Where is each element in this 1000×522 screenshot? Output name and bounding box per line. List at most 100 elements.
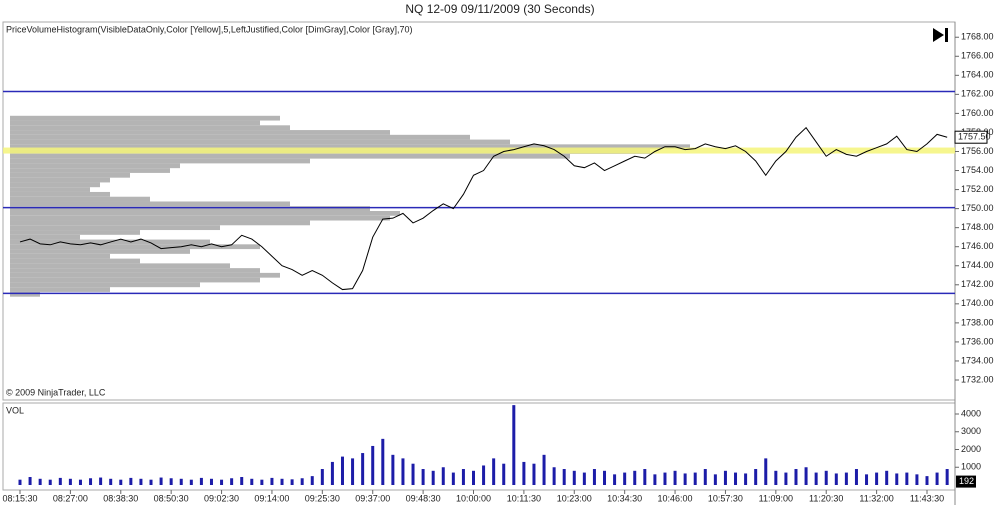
profile-bar — [10, 115, 280, 121]
volume-bar — [744, 473, 748, 485]
profile-bar — [10, 172, 130, 178]
volume-bar — [915, 474, 919, 485]
x-tick-label: 10:11:30 — [507, 493, 541, 503]
volume-bar — [300, 478, 304, 485]
volume-bar — [139, 478, 143, 485]
volume-bar — [653, 474, 657, 485]
arrow-icon[interactable] — [933, 28, 944, 42]
volume-bar — [784, 472, 788, 485]
last-price-box — [954, 130, 988, 144]
y-tick-label: 1762.00 — [961, 89, 994, 99]
y-tick-label: 1738.00 — [961, 317, 994, 327]
x-tick-label: 11:09:00 — [759, 493, 793, 503]
volume-bar — [351, 458, 355, 485]
volume-bar — [592, 469, 596, 485]
volume-bar — [582, 472, 586, 485]
profile-bar — [10, 291, 40, 297]
volume-bar — [794, 469, 798, 485]
volume-bar — [865, 474, 869, 485]
volume-bar — [613, 474, 617, 485]
volume-bar — [431, 470, 435, 485]
y-tick-label: 1744.00 — [961, 260, 994, 270]
volume-bar — [854, 469, 858, 485]
x-tick-label: 11:43:30 — [910, 493, 944, 503]
profile-bar — [10, 130, 390, 135]
volume-bar — [572, 470, 576, 485]
volume-bar — [492, 458, 496, 485]
price-line — [19, 126, 948, 291]
profile-bar — [10, 215, 390, 221]
y-tick-label: 4000 — [961, 408, 981, 418]
volume-bar — [38, 478, 42, 485]
volume-bar — [250, 478, 254, 485]
y-tick-label: 1732.00 — [961, 374, 994, 384]
volume-bar — [774, 470, 778, 485]
volume-bar — [159, 477, 163, 485]
volume-bar — [713, 474, 717, 485]
volume-bar — [391, 454, 395, 485]
volume-bar — [522, 461, 526, 485]
profile-bar — [10, 282, 200, 288]
volume-bar — [280, 478, 284, 485]
indicator-label: PriceVolumeHistogram(VisibleDataOnly,Col… — [6, 24, 413, 34]
profile-bar — [10, 234, 80, 240]
x-tick-label: 08:15:30 — [2, 493, 37, 503]
go-to-end-button[interactable] — [933, 28, 948, 42]
volume-bar — [451, 472, 455, 485]
volume-bar — [58, 477, 62, 485]
last-price-label: 1757.50 — [958, 132, 991, 142]
volume-bar — [169, 478, 173, 485]
profile-bar — [10, 168, 170, 173]
y-tick-label: 1740.00 — [961, 298, 994, 308]
x-tick-label: 09:25:30 — [305, 493, 340, 503]
volume-bar — [633, 470, 637, 485]
profile-bar — [10, 253, 110, 259]
profile-bar — [10, 211, 400, 216]
volume-bar — [48, 479, 52, 485]
volume-bar — [310, 476, 314, 485]
price-layer — [3, 90, 955, 297]
volume-bar — [552, 467, 556, 485]
volume-bar — [502, 463, 506, 485]
y-tick-label: 3000 — [961, 426, 981, 436]
y-tick-label: 1736.00 — [961, 336, 994, 346]
volume-bar — [270, 477, 274, 485]
x-tick-label: 09:14:00 — [254, 493, 289, 503]
volume-bar — [411, 463, 415, 485]
volume-bar — [461, 469, 465, 485]
volume-bar — [723, 470, 727, 485]
profile-bar — [10, 225, 220, 231]
x-tick-label: 09:02:30 — [204, 493, 239, 503]
y-tick-label: 1746.00 — [961, 241, 994, 251]
volume-bar — [230, 478, 234, 485]
volume-bar — [925, 476, 929, 485]
volume-bar — [189, 479, 193, 485]
profile-bar — [10, 134, 470, 140]
x-tick-label: 08:50:30 — [154, 493, 189, 503]
volume-bar — [290, 479, 294, 485]
poc-band — [3, 147, 955, 154]
volume-bar — [199, 477, 203, 485]
volume-label: VOL — [6, 405, 24, 415]
profile-bar — [10, 268, 260, 273]
volume-bar — [643, 469, 647, 485]
profile-bar — [10, 206, 370, 211]
x-tick-label: 09:37:00 — [355, 493, 390, 503]
profile-bar — [10, 263, 230, 269]
volume-bar — [129, 477, 133, 485]
y-tick-label: 1754.00 — [961, 165, 994, 175]
volume-bar — [240, 477, 244, 485]
bar-icon[interactable] — [945, 28, 948, 42]
x-tick-label: 10:00:00 — [456, 493, 491, 503]
y-tick-label: 1750.00 — [961, 203, 994, 213]
volume-bar — [119, 479, 123, 485]
profile-bar — [10, 144, 690, 150]
volume-bar — [542, 454, 546, 485]
x-tick-label: 08:38:30 — [103, 493, 138, 503]
volume-bar — [78, 479, 82, 485]
volume-bar — [512, 405, 516, 485]
volume-bar — [220, 479, 224, 485]
volume-bar — [875, 472, 879, 485]
volume-bar — [260, 479, 264, 485]
volume-bar — [935, 472, 939, 485]
